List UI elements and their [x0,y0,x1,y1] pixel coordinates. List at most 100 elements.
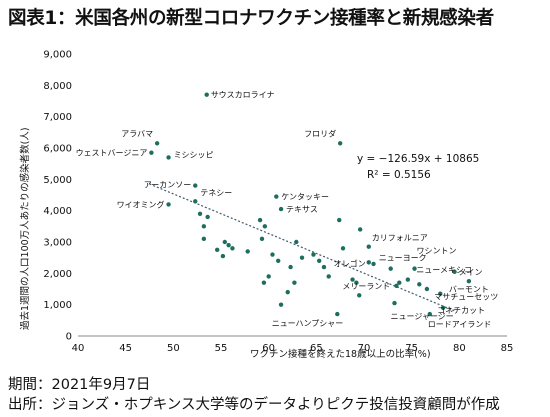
data-point [278,302,284,307]
point-label: ニューハンプシャー [272,319,344,328]
point-label: マサチューセッツ [434,293,498,302]
data-point-labeled [204,92,209,97]
data-point-labeled [417,282,422,287]
data-point-labeled [394,283,399,289]
data-point [259,236,265,242]
y-tick-label: 8,000 [43,81,72,92]
data-point [276,258,281,263]
data-points [149,92,472,317]
point-label: ケンタッキー [281,193,329,202]
data-point [257,217,263,223]
data-point [201,236,207,242]
data-point-labeled [149,150,154,155]
data-point-labeled [466,278,472,284]
axis-group: 40 45 50 55 60 65 70 75 80 85 0 1,000 2,000 3,000 4,00… [43,50,513,355]
data-point [354,280,359,285]
x-axis-label: ワクチン接種を終えた18歳以上の比率(%) [250,348,431,360]
data-point-labeled [366,260,371,265]
y-tick-label: 3,000 [43,238,72,249]
point-label: アラバマ [121,129,153,138]
data-point-labeled [274,194,279,199]
data-point-labeled [278,206,284,212]
data-point-labeled [193,199,198,204]
y-tick-label: 5,000 [43,175,72,186]
data-point [340,246,346,251]
x-tick-label: 55 [215,343,228,354]
y-tick-label: 1,000 [43,300,72,311]
point-label: アーカンソー [144,181,192,190]
point-label: ニューヨーク [379,254,427,263]
data-point-labeled [412,266,417,271]
y-tick-label: 2,000 [43,269,72,280]
x-tick-label: 75 [405,343,418,354]
data-point-labeled [337,141,343,146]
data-point [220,253,226,259]
x-tick-label: 45 [119,343,132,354]
data-point [405,277,411,282]
data-point-labeled [366,244,371,249]
point-label: メイン [459,268,483,277]
page-title: 図表1：米国各州の新型コロナワクチン接種率と新規感染者 [8,8,494,29]
data-point-labeled [440,305,446,310]
footer-source: 出所：ジョンズ・ホプキンス大学等のデータよりピクテ投信投資顧問が作成 [8,397,500,413]
x-tick-label: 60 [262,343,275,354]
data-point [266,274,271,279]
data-point [294,239,299,245]
y-axis-label: 過去1週間の人口100万人あたりの感染者数(人) [19,127,31,330]
data-point [262,224,268,229]
data-point [222,239,228,245]
data-point [357,227,363,232]
point-label: オレゴン [334,258,366,268]
data-point [214,247,220,253]
data-point-labeled [166,155,171,160]
point-label: ニュージャージー [391,312,454,321]
point-label: ミシシッピ [174,150,214,159]
y-tick-label: 4,000 [43,206,72,217]
data-point [424,286,430,292]
r-squared: R² = 0.5156 [367,169,431,181]
data-point [292,280,297,285]
x-tick-label: 65 [310,343,323,354]
data-point-labeled [438,291,443,296]
data-point [288,264,293,270]
data-point [230,246,235,251]
x-tick-label: 85 [501,343,514,354]
data-point-labeled [166,202,171,207]
x-tick-label: 40 [72,343,85,354]
x-tick-label: 80 [453,343,466,354]
point-label: ワシントン [417,247,457,256]
data-point [245,249,250,254]
point-label: ニューメキシコ [416,265,472,274]
x-tick-label: 50 [167,343,180,354]
data-point [201,224,207,229]
point-label: カリフォルニア [372,234,428,243]
point-label: メリーランド [342,282,390,291]
data-point [337,217,342,223]
data-point-labeled [193,183,198,188]
y-tick-label: 7,000 [43,112,72,123]
data-point [205,214,210,220]
data-point-labeled [452,269,457,274]
x-tick-label: 70 [358,343,371,354]
data-point [261,280,267,285]
data-point [197,211,203,216]
y-tick-label: 6,000 [43,144,72,155]
data-point-labeled [388,266,393,271]
point-label: ロードアイランド [428,320,492,329]
data-point [321,264,327,270]
point-label: ウェストバージニア [76,149,148,158]
data-point [316,258,322,263]
trendline [149,183,455,312]
data-point [350,277,355,282]
point-label: サウスカロライナ [211,91,275,100]
data-point-labeled [427,311,432,317]
data-point [371,261,376,267]
point-label: コネチカット [437,306,485,315]
data-point [270,252,275,257]
data-point-labeled [335,311,340,317]
point-label: テキサス [286,205,318,214]
data-point [397,280,402,285]
y-tick-label: 9,000 [43,50,72,61]
point-label: バーモント [449,285,489,294]
